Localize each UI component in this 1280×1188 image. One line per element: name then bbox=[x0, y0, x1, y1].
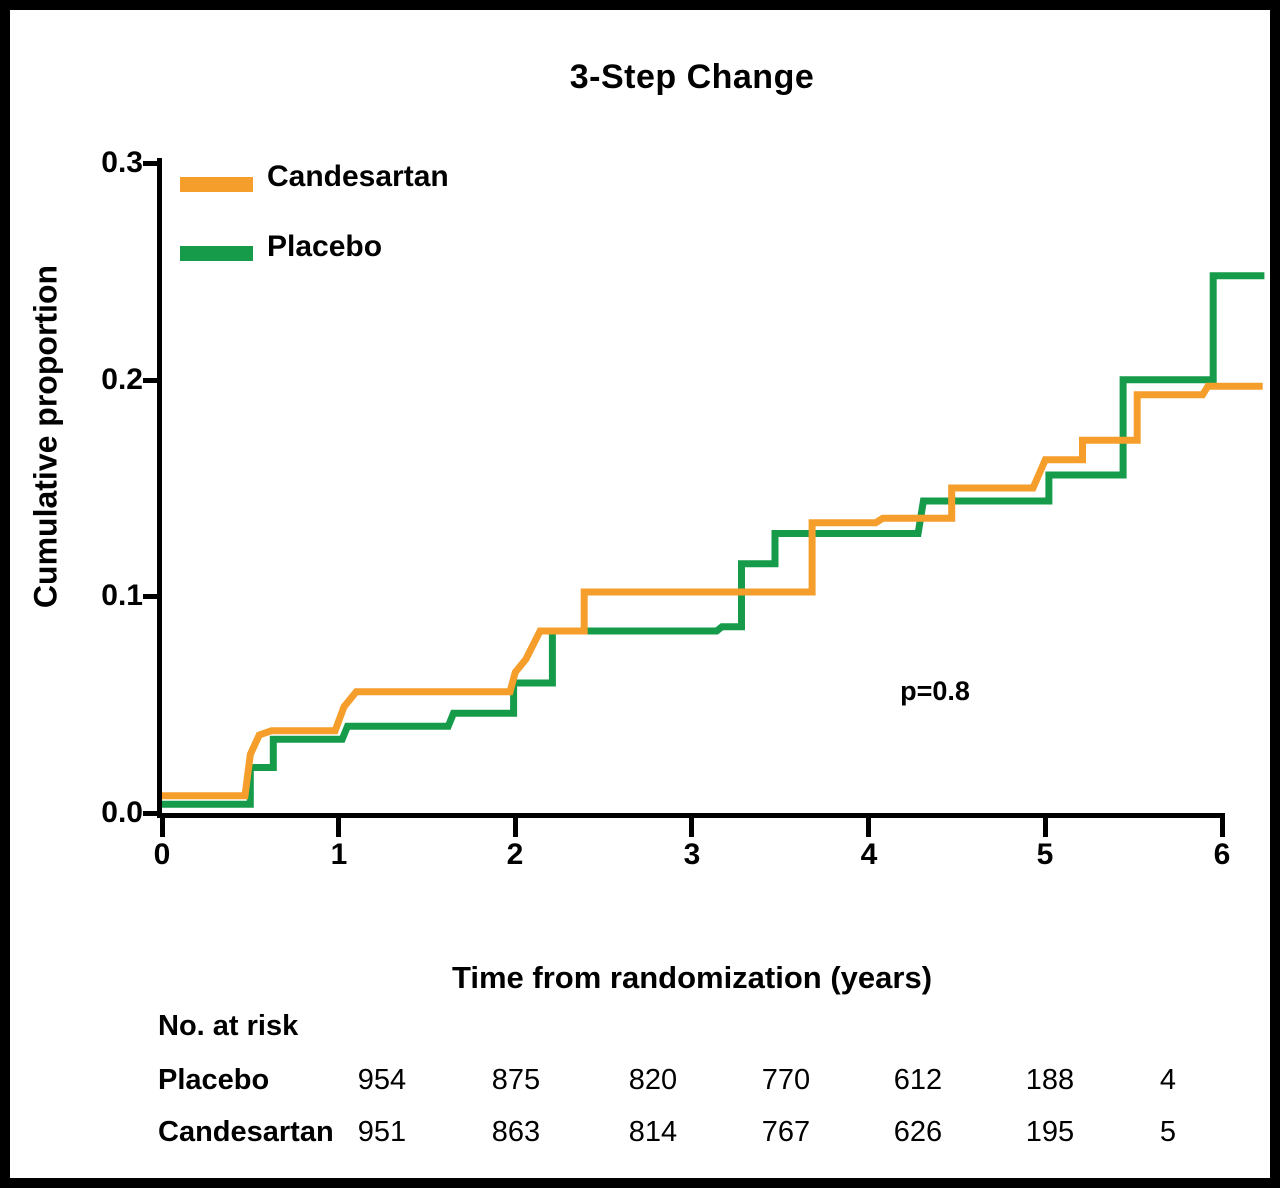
risk-value: 820 bbox=[628, 1064, 678, 1096]
y-tick bbox=[143, 594, 158, 599]
y-tick bbox=[143, 161, 158, 166]
p-value-annotation: p=0.8 bbox=[900, 676, 970, 706]
placebo-curve bbox=[162, 272, 1265, 808]
risk-value: 770 bbox=[761, 1064, 811, 1096]
x-axis-label: Time from randomization (years) bbox=[451, 960, 933, 995]
risk-value: 875 bbox=[491, 1064, 541, 1096]
y-tick-label: 0.1 bbox=[101, 579, 143, 612]
x-tick bbox=[1220, 818, 1225, 837]
x-tick bbox=[513, 818, 518, 837]
risk-value: 814 bbox=[628, 1116, 678, 1148]
risk-value: 951 bbox=[357, 1116, 407, 1148]
risk-value: 4 bbox=[1159, 1064, 1177, 1096]
y-tick-label: 0.0 bbox=[101, 796, 143, 829]
risk-table-heading: No. at risk bbox=[158, 1010, 299, 1042]
risk-value: 195 bbox=[1025, 1116, 1075, 1148]
y-tick bbox=[143, 811, 158, 816]
risk-value: 954 bbox=[357, 1064, 407, 1096]
x-tick bbox=[866, 818, 871, 837]
risk-row-label-candesartan: Candesartan bbox=[158, 1116, 334, 1148]
y-tick bbox=[143, 378, 158, 383]
y-tick-label: 0.3 bbox=[101, 146, 143, 179]
x-axis-line bbox=[157, 813, 1225, 818]
x-tick-label: 0 bbox=[153, 838, 171, 871]
x-tick-label: 5 bbox=[1036, 838, 1054, 871]
candesartan-legend-label: Candesartan bbox=[267, 160, 449, 193]
candesartan-legend-swatch bbox=[180, 177, 253, 192]
risk-value: 767 bbox=[761, 1116, 811, 1148]
x-tick bbox=[1043, 818, 1048, 837]
risk-value: 863 bbox=[491, 1116, 541, 1148]
x-tick bbox=[336, 818, 341, 837]
risk-value: 612 bbox=[893, 1064, 943, 1096]
risk-value: 626 bbox=[893, 1116, 943, 1148]
x-tick-label: 4 bbox=[860, 838, 878, 871]
x-tick-label: 3 bbox=[683, 838, 701, 871]
x-tick-label: 1 bbox=[330, 838, 348, 871]
risk-value: 5 bbox=[1159, 1116, 1177, 1148]
chart-title: 3-Step Change bbox=[569, 58, 815, 96]
x-tick bbox=[160, 818, 165, 837]
placebo-legend-swatch bbox=[180, 246, 253, 261]
x-tick-label: 6 bbox=[1213, 838, 1231, 871]
risk-row-label-placebo: Placebo bbox=[158, 1064, 270, 1096]
survival-curves-plot bbox=[162, 272, 1265, 808]
x-tick bbox=[689, 818, 694, 837]
y-tick-label: 0.2 bbox=[101, 363, 143, 396]
placebo-legend-label: Placebo bbox=[267, 230, 383, 263]
x-tick-label: 2 bbox=[506, 838, 524, 871]
risk-value: 188 bbox=[1025, 1064, 1075, 1096]
y-axis-line bbox=[157, 158, 162, 818]
candesartan-curve bbox=[162, 382, 1263, 800]
